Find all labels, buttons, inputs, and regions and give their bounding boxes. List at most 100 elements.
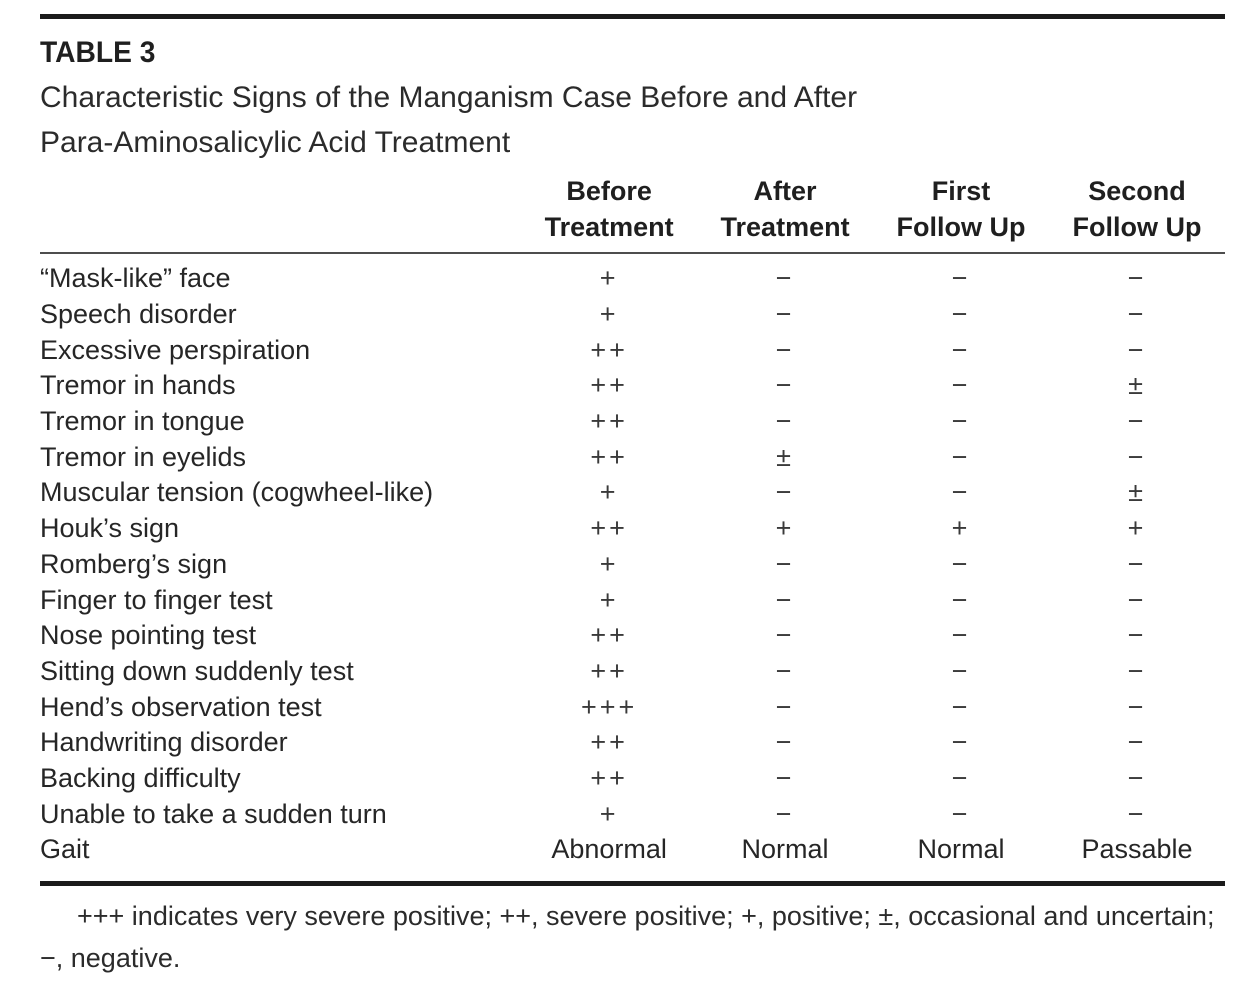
- sign-value: −: [951, 548, 971, 579]
- sign-value: +: [599, 299, 619, 330]
- table-row: Gait Abnormal Normal Normal Passable: [40, 832, 1225, 868]
- sign-value: −: [1127, 798, 1147, 829]
- col-header-after-treatment: After Treatment: [697, 173, 874, 254]
- table-title-line2: Para-Aminosalicylic Acid Treatment: [40, 126, 511, 159]
- sign-value: +: [599, 584, 619, 615]
- col-header-line: Second: [1088, 176, 1186, 206]
- sign-value: −: [1127, 441, 1147, 472]
- sign-value: −: [775, 798, 795, 829]
- table-row: Hend’s observation test +++ − − −: [40, 689, 1225, 725]
- sign-value: −: [1127, 620, 1147, 651]
- table-row: Tremor in hands ++ − − ±: [40, 368, 1225, 404]
- sign-value: −: [775, 370, 795, 401]
- col-header-line: Follow Up: [896, 212, 1026, 242]
- sign-value: ++: [590, 441, 628, 472]
- table-label: TABLE 3: [40, 36, 156, 69]
- sign-value: Normal: [917, 834, 1005, 865]
- table-row: Tremor in eyelids ++ ± − −: [40, 439, 1225, 475]
- footnote: +++ indicates very severe positive; ++, …: [40, 900, 1215, 973]
- sign-value: ±: [1128, 370, 1146, 401]
- sign-value: +: [951, 513, 971, 544]
- sign-value: −: [1127, 655, 1147, 686]
- table-row: Finger to finger test + − − −: [40, 582, 1225, 618]
- sign-value: −: [775, 477, 795, 508]
- sign-value: −: [1127, 691, 1147, 722]
- table-title-line1: Characteristic Signs of the Manganism Ca…: [40, 81, 858, 114]
- table-title: Characteristic Signs of the Manganism Ca…: [40, 75, 1225, 165]
- sign-value: −: [1127, 727, 1147, 758]
- sign-value: −: [1127, 263, 1147, 294]
- table-header: Before Treatment After Treatment First F…: [40, 173, 1225, 254]
- sign-value: +: [599, 548, 619, 579]
- table-row: “Mask-like” face + − − −: [40, 253, 1225, 297]
- table-row: Romberg’s sign + − − −: [40, 547, 1225, 583]
- sign-value: ++: [590, 727, 628, 758]
- sign-label: Unable to take a sudden turn: [40, 798, 387, 829]
- table-row: Backing difficulty ++ − − −: [40, 761, 1225, 797]
- sign-label: Houk’s sign: [40, 513, 180, 544]
- table-row: Sitting down suddenly test ++ − − −: [40, 654, 1225, 690]
- sign-value: −: [775, 334, 795, 365]
- sign-value: Passable: [1081, 834, 1193, 865]
- sign-label: “Mask-like” face: [40, 263, 231, 294]
- col-header-line: Follow Up: [1072, 212, 1202, 242]
- sign-value: −: [775, 691, 795, 722]
- sign-label: Tremor in tongue: [40, 406, 245, 437]
- col-header-line: Treatment: [544, 212, 674, 242]
- sign-value: −: [775, 727, 795, 758]
- col-header-line: After: [753, 176, 817, 206]
- sign-value: +++: [580, 691, 638, 722]
- table-body: “Mask-like” face + − − − Speech disorder + − − − E…: [40, 253, 1225, 868]
- sign-value: −: [1127, 762, 1147, 793]
- col-header-before-treatment: Before Treatment: [521, 173, 698, 254]
- sign-value: −: [775, 548, 795, 579]
- sign-value: −: [951, 263, 971, 294]
- sign-value: −: [951, 727, 971, 758]
- sign-value: ±: [776, 441, 794, 472]
- sign-label: Finger to finger test: [40, 584, 273, 615]
- col-header-line: First: [931, 176, 991, 206]
- sign-value: +: [599, 263, 619, 294]
- table-row: Handwriting disorder ++ − − −: [40, 725, 1225, 761]
- sign-label: Muscular tension (cogwheel-like): [40, 477, 434, 508]
- sign-value: −: [775, 299, 795, 330]
- sign-value: −: [1127, 299, 1147, 330]
- sign-label: Gait: [40, 834, 90, 865]
- col-header-line: Treatment: [720, 212, 850, 242]
- sign-label: Tremor in hands: [40, 370, 236, 401]
- table-row: Tremor in tongue ++ − − −: [40, 404, 1225, 440]
- table-row: Excessive perspiration ++ − − −: [40, 332, 1225, 368]
- sign-label: Tremor in eyelids: [40, 441, 247, 472]
- table-row: Unable to take a sudden turn + − − −: [40, 796, 1225, 832]
- col-header-line: Before: [566, 176, 652, 206]
- sign-value: ++: [590, 513, 628, 544]
- table-row: Houk’s sign ++ + + +: [40, 511, 1225, 547]
- sign-value: +: [599, 477, 619, 508]
- sign-value: −: [951, 334, 971, 365]
- sign-value: ++: [590, 370, 628, 401]
- sign-value: −: [775, 655, 795, 686]
- empty-corner-cell: [40, 173, 522, 254]
- table-row: Muscular tension (cogwheel-like) + − − ±: [40, 475, 1225, 511]
- sign-value: −: [1127, 584, 1147, 615]
- sign-value: Abnormal: [551, 834, 667, 865]
- sign-value: ++: [590, 655, 628, 686]
- sign-value: −: [951, 620, 971, 651]
- sign-value: ++: [590, 620, 628, 651]
- sign-value: −: [951, 762, 971, 793]
- bottom-rule: [40, 880, 1225, 886]
- sign-label: Backing difficulty: [40, 762, 241, 793]
- sign-value: −: [775, 620, 795, 651]
- sign-value: −: [951, 798, 971, 829]
- sign-value: Normal: [741, 834, 829, 865]
- sign-value: −: [951, 477, 971, 508]
- sign-value: −: [775, 762, 795, 793]
- sign-value: −: [951, 691, 971, 722]
- sign-label: Handwriting disorder: [40, 727, 288, 758]
- col-header-second-follow-up: Second Follow Up: [1049, 173, 1225, 254]
- sign-label: Hend’s observation test: [40, 691, 322, 722]
- sign-value: −: [951, 655, 971, 686]
- sign-value: ++: [590, 762, 628, 793]
- sign-label: Excessive perspiration: [40, 334, 311, 365]
